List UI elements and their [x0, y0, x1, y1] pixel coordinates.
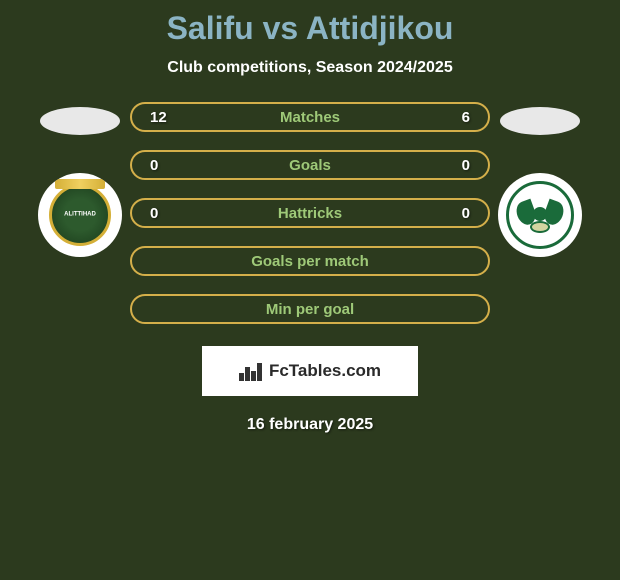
stat-row-goals: 0 Goals 0	[130, 150, 490, 180]
stat-label: Hattricks	[278, 205, 342, 222]
eagle-badge-icon	[506, 181, 574, 249]
right-club-badge	[498, 173, 582, 257]
right-player-avatar	[500, 107, 580, 135]
comparison-title: Salifu vs Attidjikou	[167, 10, 454, 47]
chart-icon	[239, 361, 263, 381]
watermark-text: FcTables.com	[269, 361, 381, 381]
stat-label: Goals per match	[251, 253, 369, 270]
left-player-avatar	[40, 107, 120, 135]
stat-left-value: 0	[150, 205, 180, 222]
season-subtitle: Club competitions, Season 2024/2025	[167, 59, 452, 77]
watermark-box: FcTables.com	[202, 346, 418, 396]
comparison-infographic: Salifu vs Attidjikou Club competitions, …	[0, 0, 620, 444]
stat-row-min-per-goal: Min per goal	[130, 294, 490, 324]
badge-left-text: ALITTIHAD	[64, 211, 96, 218]
stat-label: Goals	[289, 157, 331, 174]
stat-left-value: 12	[150, 109, 180, 126]
stat-right-value: 0	[440, 205, 470, 222]
eagle-icon	[517, 195, 563, 235]
comparison-area: ALITTIHAD 12 Matches 6 0 Goals 0 0 Hattr…	[0, 102, 620, 324]
alittihad-badge-icon: ALITTIHAD	[49, 184, 111, 246]
stat-label: Matches	[280, 109, 340, 126]
left-player-column: ALITTIHAD	[30, 102, 130, 257]
stat-row-goals-per-match: Goals per match	[130, 246, 490, 276]
stat-right-value: 0	[440, 157, 470, 174]
right-player-column	[490, 102, 590, 257]
stat-right-value: 6	[440, 109, 470, 126]
stat-row-matches: 12 Matches 6	[130, 102, 490, 132]
left-club-badge: ALITTIHAD	[38, 173, 122, 257]
stat-row-hattricks: 0 Hattricks 0	[130, 198, 490, 228]
stat-label: Min per goal	[266, 301, 354, 318]
stats-column: 12 Matches 6 0 Goals 0 0 Hattricks 0 Goa…	[130, 102, 490, 324]
date-text: 16 february 2025	[247, 416, 373, 434]
stat-left-value: 0	[150, 157, 180, 174]
